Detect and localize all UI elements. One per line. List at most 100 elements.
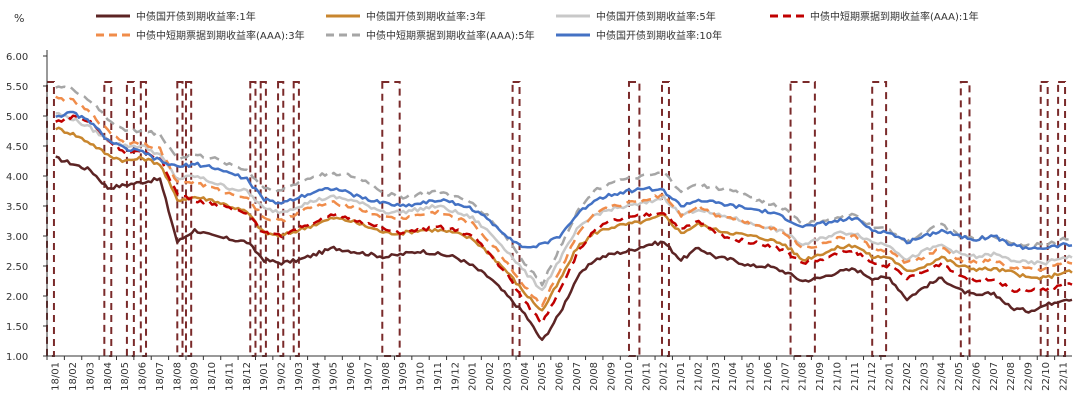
x-tick-label: 21/05 <box>746 362 757 391</box>
x-tick-label: 18/08 <box>172 362 183 391</box>
x-tick-label: 22/08 <box>1006 362 1017 391</box>
x-tick-label: 19/04 <box>311 362 322 391</box>
highlight-rect <box>1039 81 1049 357</box>
highlight-rect <box>381 81 401 357</box>
x-tick-label: 21/10 <box>832 362 843 391</box>
legend-item-7: 中债国开债到期收益率:10年 <box>556 29 722 42</box>
x-tick-label: 19/01 <box>259 362 270 391</box>
highlight-rect <box>627 81 641 357</box>
highlight-rect <box>511 81 521 357</box>
x-tick-label: 20/10 <box>624 362 635 391</box>
y-tick-label: 3.50 <box>6 202 28 213</box>
x-tick-label: 20/06 <box>555 362 566 391</box>
highlight-rect <box>789 81 816 357</box>
legend-item-2: 中债国开债到期收益率:3年 <box>326 10 486 23</box>
y-tick-label: 4.50 <box>6 142 28 153</box>
x-tick-label: 20/03 <box>502 362 513 391</box>
x-tick-label: 22/02 <box>902 362 913 391</box>
x-tick-label: 19/05 <box>329 362 340 391</box>
highlight-rect <box>871 81 888 357</box>
x-tick-label: 22/10 <box>1041 362 1052 391</box>
x-tick-label: 18/07 <box>155 362 166 391</box>
legend-item-1: 中债国开债到期收益率:1年 <box>96 10 256 23</box>
legend-item-4: 中债中短期票据到期收益率(AAA):1年 <box>770 10 979 23</box>
x-tick-label: 22/03 <box>919 362 930 391</box>
highlight-rect <box>46 81 55 357</box>
x-tick-label: 19/03 <box>294 362 305 391</box>
x-tick-label: 18/01 <box>51 362 62 391</box>
x-tick-label: 18/03 <box>85 362 96 391</box>
x-tick-label: 19/02 <box>277 362 288 391</box>
series-lines <box>55 85 1073 342</box>
x-tick-label: 20/01 <box>468 362 479 391</box>
legend-label: 中债中短期票据到期收益率(AAA):1年 <box>810 10 979 23</box>
highlight-rect <box>292 81 300 357</box>
x-tick-label: 19/06 <box>346 362 357 391</box>
x-tick-label: 22/09 <box>1024 362 1035 391</box>
x-tick-label: 21/11 <box>850 362 861 391</box>
legend-label: 中债国开债到期收益率:1年 <box>136 10 256 23</box>
legend-item-6: 中债中短期票据到期收益率(AAA):5年 <box>326 29 535 42</box>
x-tick-label: 20/05 <box>537 362 548 391</box>
x-tick-label: 18/04 <box>103 362 114 391</box>
y-tick-label: 3.00 <box>6 232 28 243</box>
y-tick-label: 1.50 <box>6 322 28 333</box>
y-axis: 1.00 1.50 2.00 2.50 3.00 3.50 4.00 4.50 5.00 5.50… <box>6 50 48 363</box>
x-tick-label: 20/11 <box>641 362 652 391</box>
x-tick-label: 22/11 <box>1058 362 1069 391</box>
highlight-rect <box>661 81 670 357</box>
x-tick-label: 19/07 <box>363 362 374 391</box>
highlight-rect <box>103 81 113 357</box>
y-tick-label: 5.00 <box>6 112 28 123</box>
series-line-3 <box>55 111 1073 292</box>
highlight-rect <box>1057 81 1067 357</box>
series-line-2 <box>55 126 1073 312</box>
x-tick-label: 20/12 <box>659 362 670 391</box>
x-tick-label: 18/10 <box>207 362 218 391</box>
highlight-rect <box>184 81 193 357</box>
x-tick-label: 18/12 <box>242 362 253 391</box>
y-tick-label: 2.00 <box>6 292 28 303</box>
legend-item-5: 中债中短期票据到期收益率(AAA):3年 <box>96 29 305 42</box>
x-tick-label: 21/02 <box>693 362 704 391</box>
x-tick-label: 22/05 <box>954 362 965 391</box>
x-tick-label: 18/05 <box>120 362 131 391</box>
x-tick-label: 19/11 <box>433 362 444 391</box>
x-tick-label: 20/02 <box>485 362 496 391</box>
x-tick-label: 21/07 <box>780 362 791 391</box>
x-tick-label: 19/12 <box>450 362 461 391</box>
x-tick-label: 19/10 <box>416 362 427 391</box>
y-tick-label: 4.00 <box>6 172 28 183</box>
y-tick-label: 5.50 <box>6 82 28 93</box>
x-tick-label: 19/08 <box>381 362 392 391</box>
series-line-1 <box>55 155 1073 342</box>
y-tick-label: 6.00 <box>6 52 28 63</box>
y-unit-label: % <box>14 12 24 25</box>
series-line-4 <box>55 114 1073 325</box>
x-tick-label: 18/11 <box>224 362 235 391</box>
series-line-7 <box>55 110 1073 251</box>
x-tick-label: 21/12 <box>867 362 878 391</box>
x-tick-label: 20/08 <box>589 362 600 391</box>
x-axis: 18/01 18/02 18/03 18/04 18/05 18/06 18/07 18/08… <box>46 355 1072 391</box>
highlight-rect <box>959 81 971 357</box>
x-tick-label: 21/01 <box>676 362 687 391</box>
x-tick-label: 18/06 <box>138 362 149 391</box>
highlight-rectangles <box>46 81 1067 357</box>
legend: 中债国开债到期收益率:1年 中债国开债到期收益率:3年 中债国开债到期收益率:5年中… <box>96 10 979 42</box>
series-line-5 <box>55 95 1073 308</box>
x-tick-label: 21/04 <box>728 362 739 391</box>
highlight-rect <box>139 81 148 357</box>
x-tick-label: 21/03 <box>711 362 722 391</box>
x-tick-label: 20/09 <box>607 362 618 391</box>
highlight-rect <box>125 81 135 357</box>
x-tick-label: 21/06 <box>763 362 774 391</box>
x-tick-label: 21/09 <box>815 362 826 391</box>
x-tick-label: 21/08 <box>798 362 809 391</box>
legend-label: 中债国开债到期收益率:5年 <box>596 10 716 23</box>
x-tick-label: 19/09 <box>398 362 409 391</box>
x-tick-label: 22/06 <box>971 362 982 391</box>
x-tick-label: 20/04 <box>520 362 531 391</box>
